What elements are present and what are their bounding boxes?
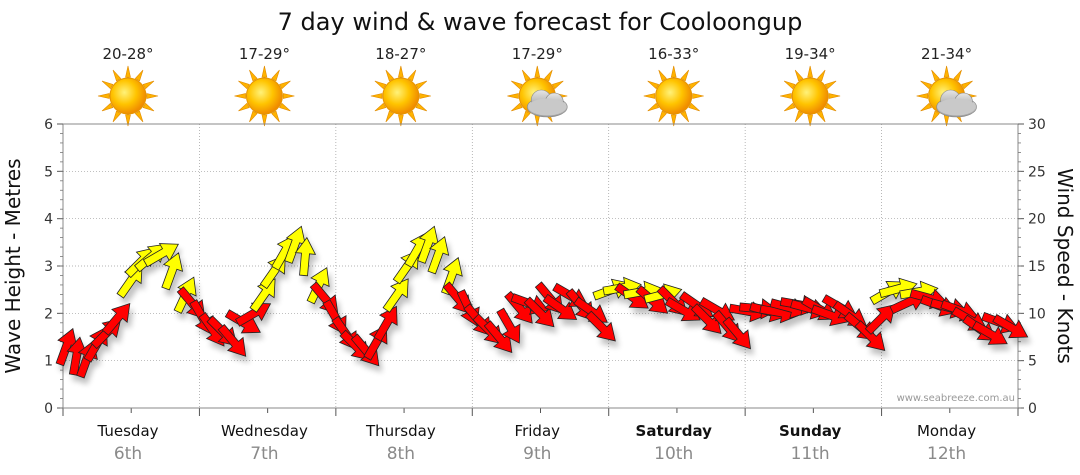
- left-tick-label: 4: [44, 212, 53, 228]
- wind-arrow: [101, 302, 131, 336]
- day-date: 11th: [791, 444, 830, 464]
- day-name: Saturday: [636, 422, 713, 440]
- day-name: Tuesday: [96, 422, 158, 440]
- wind-arrow: [864, 304, 896, 335]
- left-tick-label: 1: [44, 354, 53, 370]
- right-axis-label: Wind Speed - Knots: [1053, 168, 1077, 364]
- right-tick-label: 0: [1028, 401, 1037, 417]
- right-tick-label: 10: [1028, 306, 1046, 322]
- left-tick-label: 5: [44, 164, 53, 180]
- day-labels: Tuesday 6th Wednesday 7th Thursday 8th Friday 9…: [96, 422, 976, 464]
- wind-arrow: [161, 252, 184, 291]
- wind-arrow: [496, 307, 521, 344]
- wind-arrow: [234, 302, 272, 327]
- wind-arrow: [294, 236, 317, 277]
- chart-title: 7 day wind & wave forecast for Cooloongu…: [278, 8, 803, 36]
- wind-arrow: [585, 310, 616, 342]
- day-date: 7th: [250, 444, 278, 464]
- day-date: 8th: [387, 444, 415, 464]
- sun-icon: [370, 65, 431, 127]
- temperature-label: 20-28°: [102, 45, 153, 63]
- day-date: 9th: [523, 444, 551, 464]
- sun-icon: [643, 65, 704, 127]
- right-tick-label: 5: [1028, 354, 1037, 370]
- day-name: Thursday: [365, 422, 436, 440]
- wind-arrow: [542, 293, 578, 320]
- day-date: 6th: [114, 444, 142, 464]
- temperature-label: 17-29°: [512, 45, 563, 63]
- day-name: Wednesday: [221, 422, 308, 440]
- left-axis-label: Wave Height - Metres: [1, 158, 25, 373]
- wind-arrow: [249, 278, 276, 313]
- wind-arrow: [971, 320, 1008, 345]
- watermark: www.seabreeze.com.au: [897, 393, 1015, 404]
- sun-icon: [234, 65, 295, 127]
- left-tick-label: 6: [44, 117, 53, 133]
- temperature-label: 16-33°: [648, 45, 699, 63]
- right-tick-label: 30: [1028, 117, 1046, 133]
- right-tick-label: 15: [1028, 259, 1046, 275]
- temperature-label: 18-27°: [375, 45, 426, 63]
- left-tick-label: 2: [44, 306, 53, 322]
- partly-cloudy-icon: [507, 65, 568, 127]
- day-name: Monday: [917, 422, 976, 440]
- sun-icon: [97, 65, 159, 127]
- wind-arrow: [217, 324, 247, 357]
- wind-arrow: [854, 320, 886, 351]
- day-name: Friday: [515, 422, 561, 440]
- temperature-label: 17-29°: [239, 45, 290, 63]
- wind-arrow: [382, 278, 409, 313]
- day-name: Sunday: [779, 422, 842, 440]
- sun-icon: [780, 65, 841, 127]
- temperature-label: 19-34°: [785, 45, 836, 63]
- left-axis: 0 1 2 3 4 5 6: [44, 117, 63, 417]
- right-tick-label: 25: [1028, 164, 1046, 180]
- wind-arrow: [373, 305, 398, 342]
- day-date: 12th: [927, 444, 966, 464]
- partly-cloudy-icon: [916, 65, 977, 127]
- wind-arrows: [55, 225, 1029, 379]
- wind-arrow: [722, 316, 751, 350]
- left-tick-label: 0: [44, 401, 53, 417]
- wind-arrow: [427, 236, 450, 275]
- right-tick-label: 20: [1028, 212, 1046, 228]
- wind-arrow: [992, 313, 1029, 339]
- left-tick-label: 3: [44, 259, 53, 275]
- temperature-label: 21-34°: [921, 45, 972, 63]
- weather-row: 20-28° 17-29° 18-27° 17-29° 16-33° 19-34° 21-3…: [97, 45, 977, 127]
- day-date: 10th: [654, 444, 693, 464]
- grid: [62, 124, 1019, 416]
- right-axis: 0 5 10 15 20 25 30: [1018, 117, 1046, 417]
